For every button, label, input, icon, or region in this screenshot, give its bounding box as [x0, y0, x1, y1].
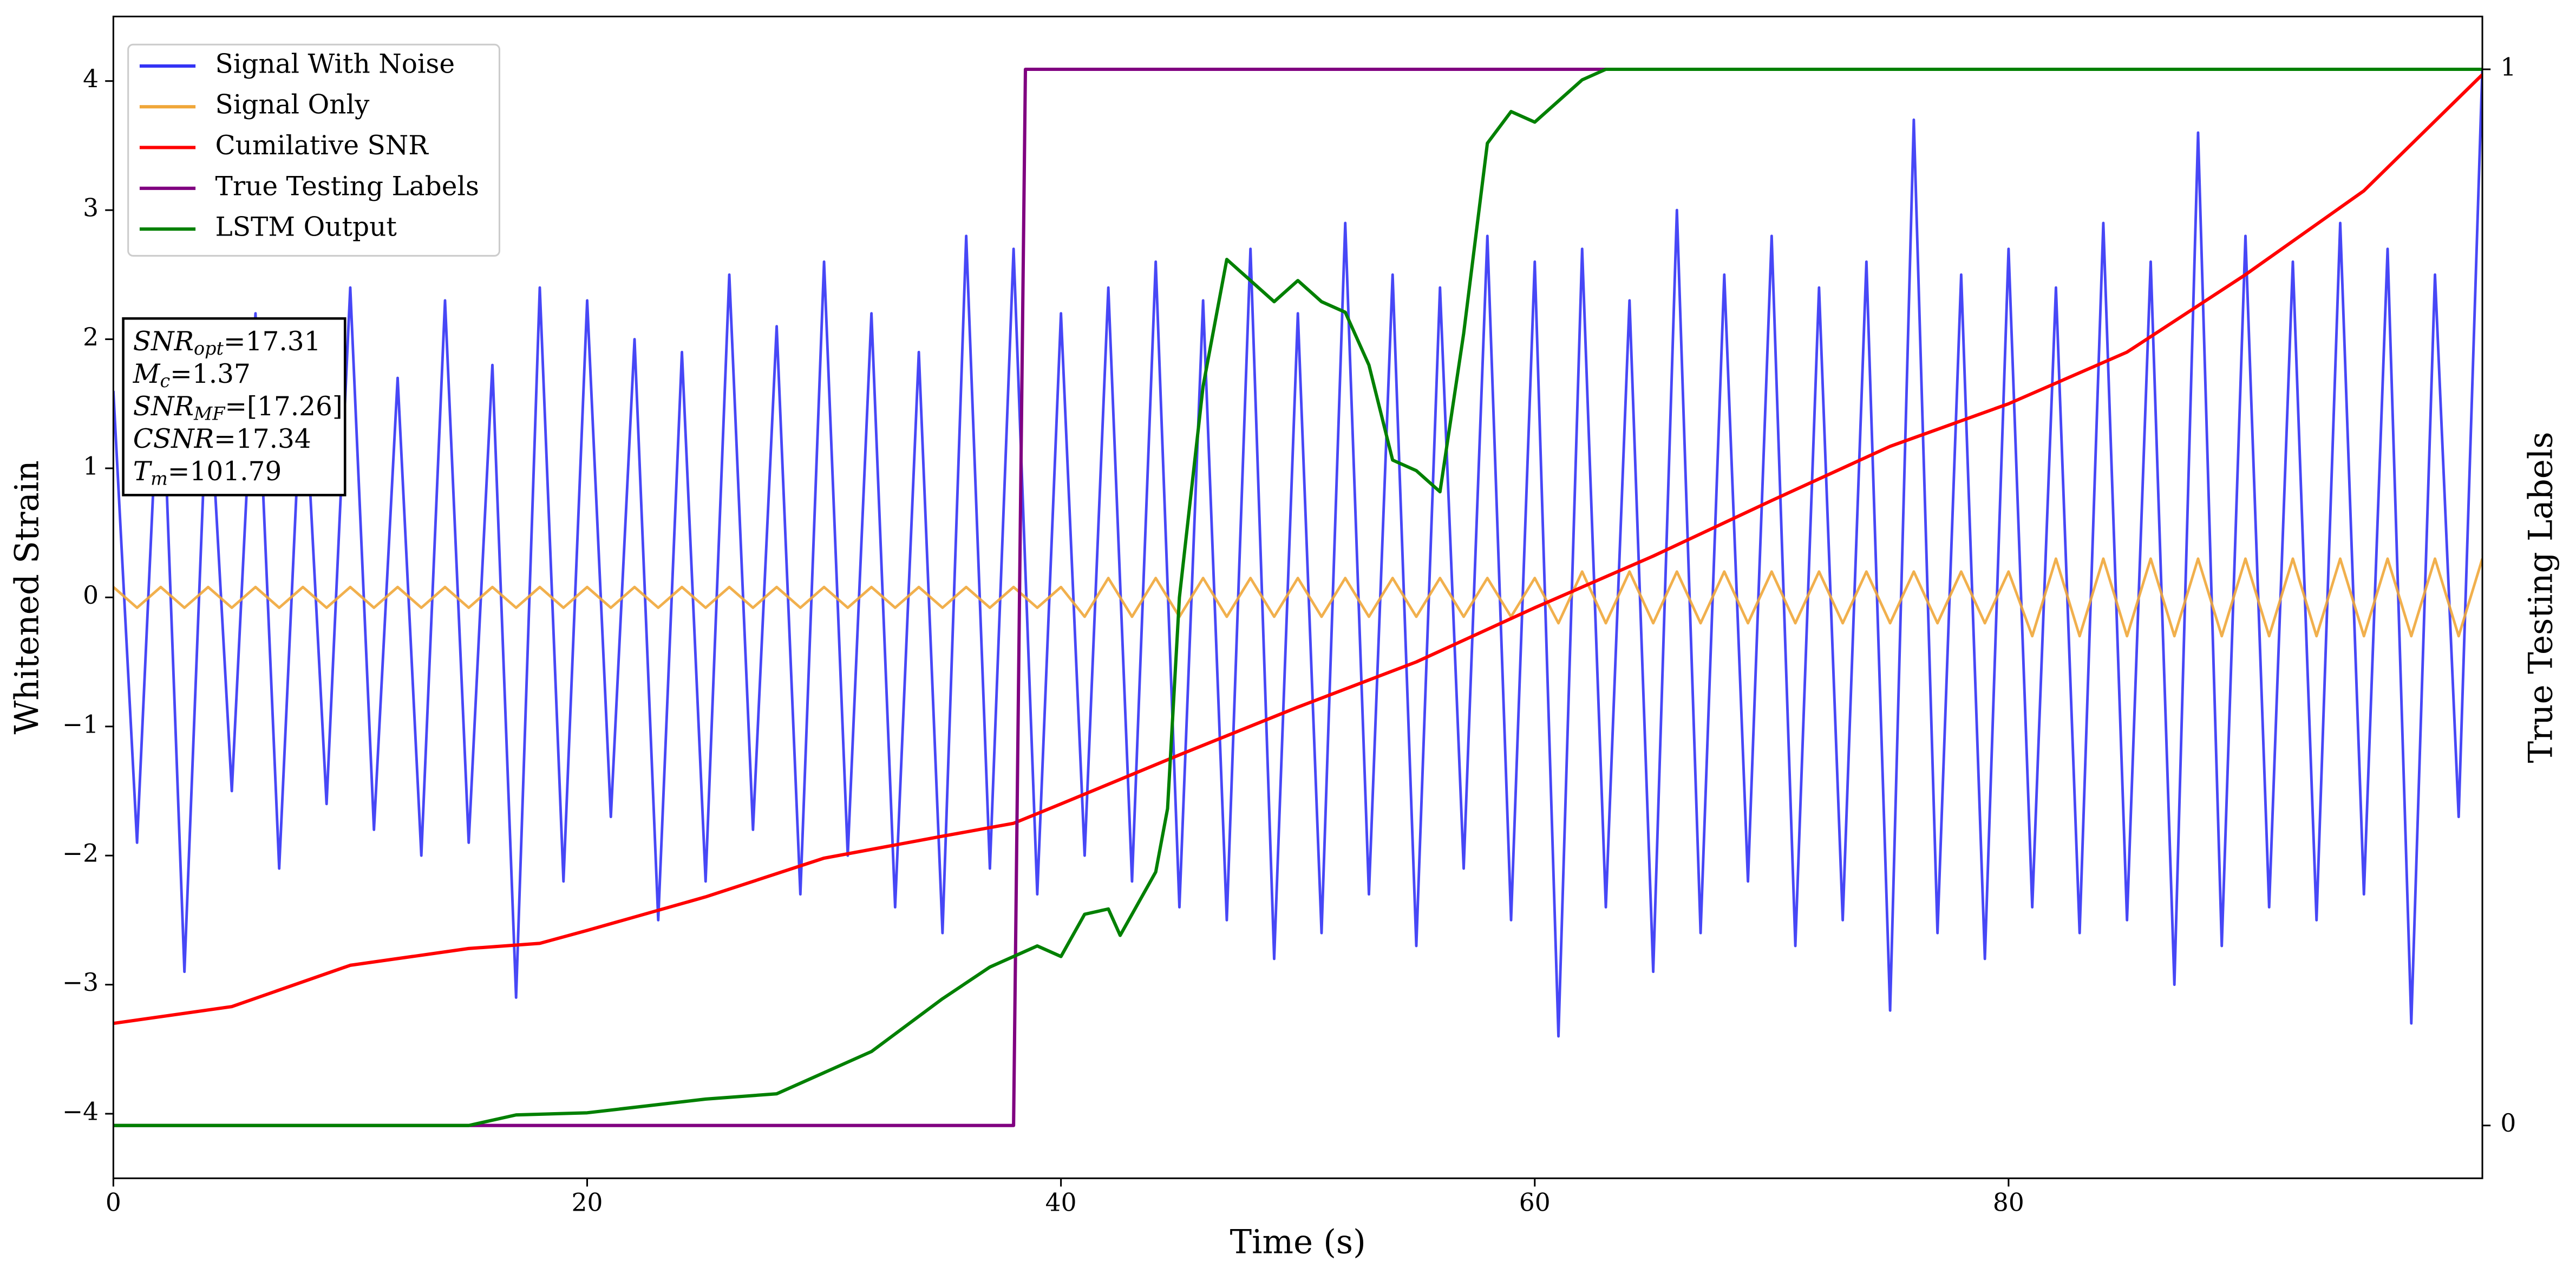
plot-area	[113, 67, 2483, 1127]
x-tick-label: 60	[1519, 1188, 1551, 1217]
annotation-symbol: SNR	[133, 391, 194, 421]
annotation-subscript: c	[160, 370, 170, 391]
annotation-value: =17.31	[224, 326, 321, 356]
x-tick-label: 0	[106, 1188, 121, 1217]
y2-tick-label: 0	[2500, 1109, 2516, 1138]
y-tick-label: 0	[83, 581, 99, 610]
legend-label: Signal With Noise	[215, 49, 455, 79]
y-tick-label: 3	[83, 194, 99, 223]
annotation-subscript: MF	[193, 403, 226, 424]
y2-axis-label: True Testing Labels	[2522, 432, 2560, 763]
y-tick-label: −1	[62, 710, 99, 739]
annotation-value: =[17.26]	[225, 391, 342, 421]
annotation: SNRopt=17.31Mc=1.37SNRMF=[17.26]CSNR=17.…	[122, 317, 346, 496]
annotation-symbol: M	[133, 358, 161, 389]
legend-label: Signal Only	[215, 90, 370, 120]
annotation-subscript: opt	[194, 338, 224, 359]
series-line	[113, 73, 2483, 1025]
legend-label: Cumilative SNR	[215, 130, 429, 161]
x-axis-label: Time (s)	[1230, 1223, 1366, 1261]
annotation-subscript: m	[151, 468, 168, 489]
annotation-line: SNRMF=[17.26]	[133, 391, 343, 424]
y-tick-label: −4	[62, 1097, 99, 1126]
annotation-value: =101.79	[168, 456, 282, 487]
legend-box	[127, 43, 500, 257]
annotation-box	[122, 317, 346, 496]
y-tick-label: −3	[62, 968, 99, 997]
y-axis-label: Whitened Strain	[9, 460, 47, 734]
y2-tick-label: 1	[2500, 53, 2516, 81]
series-line	[113, 557, 2483, 638]
legend-label: LSTM Output	[215, 212, 397, 242]
annotation-symbol: CSNR	[133, 424, 214, 454]
legend: Signal With Noise Signal Only Cumilative S…	[127, 43, 500, 257]
annotation-line: SNRopt=17.31	[133, 326, 321, 359]
legend-label: True Testing Labels	[215, 171, 479, 201]
y-tick-label: 1	[83, 452, 99, 480]
annotation-line: Tm=101.79	[133, 456, 282, 489]
x-tick-label: 80	[1993, 1188, 2024, 1217]
annotation-line: CSNR=17.34	[133, 424, 311, 454]
series-line	[113, 68, 2483, 1038]
annotation-symbol: SNR	[133, 326, 194, 356]
annotation-value: =17.34	[214, 424, 311, 454]
y-tick-label: 2	[83, 323, 99, 351]
y-tick-label: 4	[83, 64, 99, 93]
y-tick-label: −2	[62, 839, 99, 868]
annotation-symbol: T	[133, 456, 153, 487]
annotation-line: Mc=1.37	[133, 358, 251, 391]
annotation-value: =1.37	[170, 358, 251, 389]
x-tick-label: 40	[1045, 1188, 1077, 1217]
x-tick-label: 20	[572, 1188, 603, 1217]
series-line	[113, 67, 2483, 1127]
